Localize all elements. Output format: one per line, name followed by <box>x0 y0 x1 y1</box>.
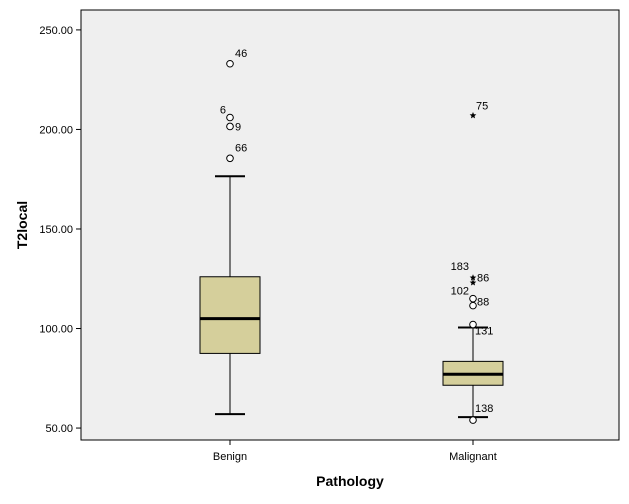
outlier-circle <box>469 320 477 329</box>
box-group: 46 69 66 <box>199 48 261 416</box>
outlier-label: 86 <box>477 273 489 285</box>
outlier-circle <box>469 294 477 303</box>
outlier-label: 66 <box>235 142 247 154</box>
outlier-circle <box>226 154 234 163</box>
y-tick-label: 100.00 <box>39 324 73 336</box>
x-axis: Benign Malignant <box>213 440 497 463</box>
y-tick-label: 150.00 <box>39 224 73 236</box>
y-tick-label: 250.00 <box>39 25 73 37</box>
outlier-label: 9 <box>235 121 241 133</box>
outlier-label: 102 <box>451 286 469 298</box>
outlier-circle <box>469 416 477 424</box>
outlier-label: 75 <box>476 101 488 113</box>
boxes-layer: 46 69 66 75 183 86 102 88 131 138 <box>199 48 504 424</box>
y-axis-title: T2local <box>14 201 30 249</box>
y-tick-label: 50.00 <box>45 423 73 435</box>
y-tick-label: 200.00 <box>39 124 73 136</box>
iqr-box <box>199 276 261 354</box>
outlier-label: 183 <box>451 261 469 273</box>
x-tick-label: Benign <box>213 451 247 463</box>
extreme-outlier-star <box>469 274 477 281</box>
outlier-label: 131 <box>475 326 493 338</box>
outlier-label: 46 <box>235 48 247 60</box>
outlier-label: 6 <box>220 105 226 117</box>
outlier-circle <box>226 122 234 131</box>
y-axis: 50.00 100.00 150.00 200.00 250.00 <box>39 25 81 435</box>
extreme-outlier-star <box>469 112 477 119</box>
outlier-label: 88 <box>477 297 489 309</box>
outlier-circle <box>226 59 234 68</box>
outlier-label: 138 <box>475 403 493 415</box>
outlier-circle <box>226 113 234 122</box>
x-tick-label: Malignant <box>449 451 497 463</box>
x-axis-title: Pathology <box>316 473 384 489</box>
extreme-outlier-star <box>469 279 477 286</box>
box-group: 75 183 86 102 88 131 138 <box>442 101 504 424</box>
outlier-circle <box>469 301 477 310</box>
plot-area <box>80 9 620 441</box>
